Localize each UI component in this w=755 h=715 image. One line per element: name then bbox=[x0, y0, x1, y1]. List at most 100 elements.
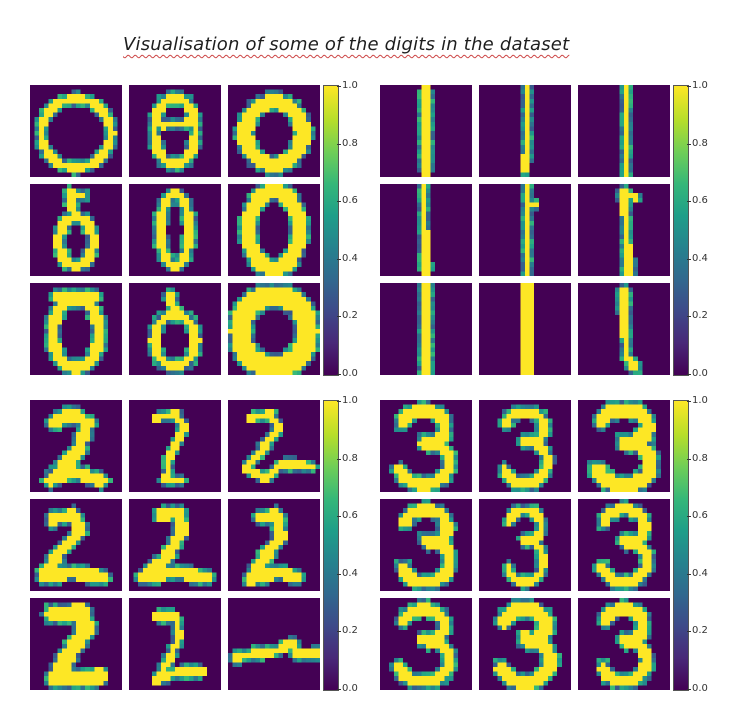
digit-image bbox=[380, 499, 472, 591]
digit-heatmap bbox=[380, 598, 472, 690]
digit-image-grid bbox=[30, 400, 320, 690]
colorbar-tick-label: 0.4 bbox=[342, 567, 358, 579]
colorbar-tick-label: 0.6 bbox=[692, 510, 708, 522]
digit-heatmap bbox=[578, 598, 670, 690]
colorbar bbox=[323, 85, 339, 376]
digit-heatmap bbox=[129, 499, 221, 591]
digit-image bbox=[578, 85, 670, 177]
colorbar-tick-label: 0.8 bbox=[342, 452, 358, 464]
digit-heatmap bbox=[30, 184, 122, 276]
digit-heatmap bbox=[129, 85, 221, 177]
digit-heatmap bbox=[30, 283, 122, 375]
colorbar-tick bbox=[337, 143, 341, 145]
digit-heatmap bbox=[578, 283, 670, 375]
digit-image bbox=[578, 184, 670, 276]
digit-heatmap bbox=[578, 400, 670, 492]
digit-image bbox=[228, 184, 320, 276]
digit-heatmap bbox=[30, 598, 122, 690]
colorbar-tick-label: 0.0 bbox=[692, 368, 708, 379]
colorbar-tick-label: 0.0 bbox=[342, 683, 358, 694]
digit-image bbox=[380, 283, 472, 375]
digit-image bbox=[380, 400, 472, 492]
colorbar-tick bbox=[687, 689, 691, 690]
digit-heatmap bbox=[30, 499, 122, 591]
digit-image bbox=[578, 400, 670, 492]
colorbar-tick-label: 1.0 bbox=[342, 395, 358, 406]
digit-image bbox=[380, 85, 472, 177]
digit-heatmap bbox=[228, 598, 320, 690]
colorbar-tick-label: 1.0 bbox=[342, 80, 358, 91]
colorbar-tick bbox=[687, 631, 691, 633]
digit-image bbox=[578, 598, 670, 690]
digit-heatmap bbox=[380, 400, 472, 492]
digit-image bbox=[129, 400, 221, 492]
digit-heatmap bbox=[228, 283, 320, 375]
digit-heatmap bbox=[129, 400, 221, 492]
digit-image bbox=[30, 184, 122, 276]
colorbar-tick-label: 0.2 bbox=[342, 310, 358, 322]
digit-heatmap bbox=[578, 184, 670, 276]
digit-heatmap bbox=[479, 283, 571, 375]
figure-title: Visualisation of some of the digits in t… bbox=[123, 34, 570, 55]
colorbar-tick-label: 1.0 bbox=[692, 395, 708, 406]
colorbar-tick bbox=[337, 401, 341, 402]
digit-heatmap bbox=[30, 85, 122, 177]
colorbar-tick bbox=[687, 374, 691, 375]
colorbar-tick bbox=[687, 201, 691, 203]
colorbar-tick-label: 0.2 bbox=[692, 625, 708, 637]
digit-image bbox=[380, 184, 472, 276]
digit-heatmap bbox=[228, 184, 320, 276]
digit-image bbox=[578, 283, 670, 375]
digit-heatmap bbox=[578, 85, 670, 177]
digit-heatmap bbox=[479, 85, 571, 177]
colorbar-tick bbox=[337, 516, 341, 518]
digit-heatmap bbox=[479, 400, 571, 492]
digit-image bbox=[479, 283, 571, 375]
digit-image bbox=[479, 184, 571, 276]
digit-image bbox=[228, 85, 320, 177]
colorbar-tick bbox=[337, 374, 341, 375]
colorbar-tick bbox=[337, 631, 341, 633]
colorbar-tick bbox=[337, 689, 341, 690]
digit-image-grid bbox=[380, 400, 670, 690]
digit-heatmap bbox=[380, 85, 472, 177]
colorbar-tick bbox=[687, 258, 691, 260]
digit-heatmap bbox=[228, 85, 320, 177]
digit-image-grid bbox=[380, 85, 670, 375]
digit-image bbox=[479, 598, 571, 690]
colorbar bbox=[673, 400, 689, 691]
digit-image bbox=[30, 598, 122, 690]
colorbar-tick-label: 0.8 bbox=[692, 137, 708, 149]
colorbar-tick bbox=[687, 516, 691, 518]
digit-image bbox=[380, 598, 472, 690]
digit-image-grid bbox=[30, 85, 320, 375]
colorbar-tick-label: 0.6 bbox=[342, 195, 358, 207]
digit-image bbox=[578, 499, 670, 591]
colorbar-tick bbox=[687, 143, 691, 145]
colorbar-tick bbox=[337, 458, 341, 460]
digit-heatmap bbox=[228, 499, 320, 591]
digit-heatmap bbox=[380, 283, 472, 375]
digit-heatmap bbox=[228, 400, 320, 492]
colorbar-tick-label: 0.0 bbox=[342, 368, 358, 379]
digit-image bbox=[30, 499, 122, 591]
digit-image bbox=[228, 283, 320, 375]
digit-image bbox=[228, 598, 320, 690]
digit-image bbox=[479, 499, 571, 591]
colorbar-tick-label: 0.6 bbox=[342, 510, 358, 522]
colorbar-tick bbox=[337, 201, 341, 203]
colorbar-tick-label: 0.0 bbox=[692, 683, 708, 694]
digit-image bbox=[30, 85, 122, 177]
colorbar-tick bbox=[337, 573, 341, 575]
digit-image bbox=[129, 283, 221, 375]
colorbar-tick-label: 0.2 bbox=[342, 625, 358, 637]
colorbar-tick-label: 0.4 bbox=[692, 567, 708, 579]
colorbar-tick bbox=[687, 401, 691, 402]
digit-image bbox=[30, 283, 122, 375]
colorbar-tick bbox=[337, 316, 341, 318]
digit-image bbox=[30, 400, 122, 492]
digit-heatmap bbox=[129, 283, 221, 375]
digit-image bbox=[129, 499, 221, 591]
colorbar-tick-label: 1.0 bbox=[692, 80, 708, 91]
digit-image bbox=[479, 400, 571, 492]
